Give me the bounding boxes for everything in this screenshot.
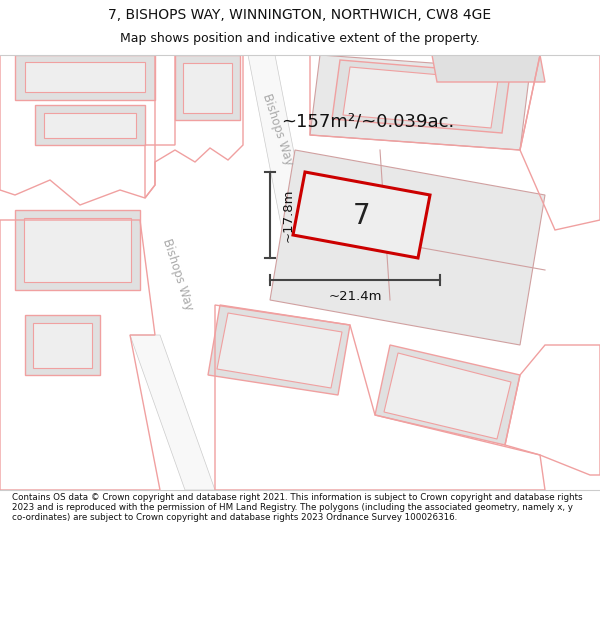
Polygon shape	[25, 62, 145, 92]
Text: ~157m²/~0.039ac.: ~157m²/~0.039ac.	[281, 113, 455, 131]
Polygon shape	[44, 113, 136, 138]
Text: Map shows position and indicative extent of the property.: Map shows position and indicative extent…	[120, 32, 480, 45]
Polygon shape	[35, 105, 145, 145]
Polygon shape	[15, 210, 140, 290]
Polygon shape	[343, 67, 498, 128]
Text: 7: 7	[353, 202, 371, 230]
Polygon shape	[248, 55, 310, 235]
Text: 7, BISHOPS WAY, WINNINGTON, NORTHWICH, CW8 4GE: 7, BISHOPS WAY, WINNINGTON, NORTHWICH, C…	[109, 8, 491, 22]
Polygon shape	[33, 323, 92, 368]
Polygon shape	[183, 63, 232, 113]
Polygon shape	[25, 315, 100, 375]
Polygon shape	[293, 172, 430, 258]
Text: Contains OS data © Crown copyright and database right 2021. This information is : Contains OS data © Crown copyright and d…	[12, 492, 583, 522]
Polygon shape	[175, 55, 240, 120]
Text: ~17.8m: ~17.8m	[282, 188, 295, 242]
Polygon shape	[208, 305, 350, 395]
Polygon shape	[217, 313, 342, 388]
Polygon shape	[15, 55, 155, 100]
Text: Bishops Way: Bishops Way	[160, 238, 196, 312]
Text: Bishops Way: Bishops Way	[260, 92, 296, 168]
Polygon shape	[384, 353, 511, 439]
Polygon shape	[130, 335, 215, 490]
Polygon shape	[332, 60, 510, 133]
Polygon shape	[24, 218, 131, 282]
Polygon shape	[270, 150, 545, 345]
Polygon shape	[310, 55, 530, 150]
Polygon shape	[432, 55, 545, 82]
Text: ~21.4m: ~21.4m	[328, 289, 382, 302]
Polygon shape	[375, 345, 520, 445]
